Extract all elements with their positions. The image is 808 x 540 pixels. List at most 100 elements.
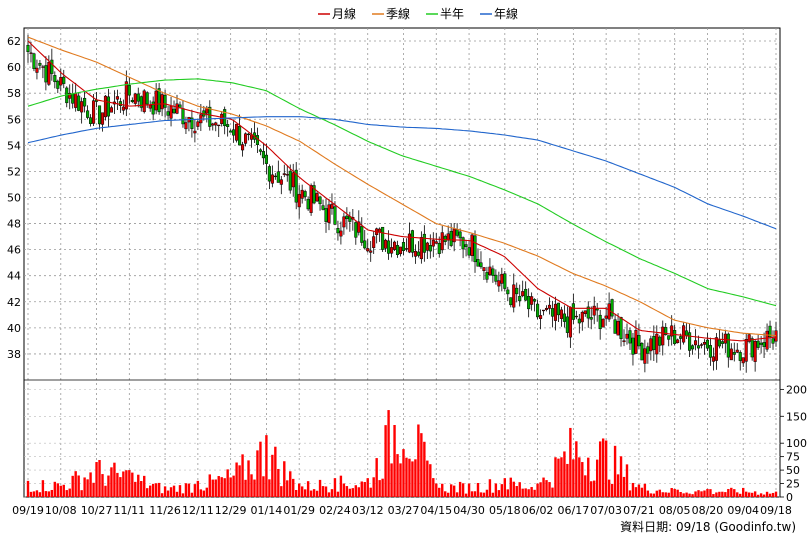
candle-body-226 [699, 344, 704, 346]
candle-body-202 [628, 330, 632, 344]
x-tick-22: 09/18 [760, 504, 792, 517]
volume-bar-128 [408, 458, 411, 497]
candle-body-185 [577, 318, 581, 324]
volume-bar-211 [655, 490, 658, 497]
volume-bar-38 [140, 481, 143, 497]
volume-bar-6 [44, 491, 48, 497]
price-tick-8: 54 [7, 139, 21, 152]
volume-bar-55 [190, 492, 194, 497]
ma-line-3 [27, 116, 777, 230]
volume-bar-62 [211, 479, 214, 497]
volume-bar-7 [47, 491, 51, 497]
candle-body-61 [208, 106, 212, 127]
candle-body-212 [658, 336, 662, 346]
candle-body-132 [419, 237, 423, 260]
volume-bar-226 [700, 491, 703, 497]
volume-bar-166 [521, 488, 524, 497]
volume-bar-25 [101, 474, 104, 497]
volume-bar-85 [280, 486, 283, 497]
volume-bar-19 [83, 477, 86, 497]
candle-body-188 [586, 306, 590, 319]
volume-bar-176 [551, 487, 554, 497]
candle-body-0 [26, 44, 30, 52]
volume-bar-59 [202, 490, 206, 497]
candle-body-215 [667, 335, 671, 340]
candle-body-24 [97, 105, 102, 125]
candle-body-162 [509, 297, 513, 306]
volume-bar-89 [292, 478, 295, 497]
candle-body-171 [536, 303, 540, 318]
volume-bar-174 [545, 480, 548, 497]
candle-body-151 [476, 259, 480, 267]
volume-bar-212 [658, 489, 661, 497]
candle-body-7 [47, 61, 51, 85]
candle-body-52 [181, 108, 185, 125]
candle-body-229 [708, 345, 712, 358]
x-axis: 09/19 10/08 10/27 11/11 11/26 12/11 12/29 01/14… [12, 504, 792, 517]
volume-bar-4 [38, 492, 42, 497]
candle-body-187 [583, 310, 587, 315]
price-panel: 38 40 42 44 46 48 50 52 54 56 58 60 62 [7, 27, 781, 498]
volume-bar-213 [661, 492, 664, 497]
candle-body-98 [318, 196, 322, 205]
candle-body-134 [425, 242, 429, 251]
candle-body-204 [634, 330, 638, 354]
volume-bar-153 [482, 492, 486, 497]
candle-body-37 [136, 93, 140, 102]
volume-bar-159 [500, 484, 504, 497]
candle-body-244 [753, 341, 757, 362]
candle-body-198 [616, 321, 620, 336]
volume-bar-65 [220, 477, 223, 497]
candle-body-72 [241, 144, 245, 151]
volume-bar-137 [435, 483, 438, 497]
candle-body-111 [357, 221, 361, 233]
volume-bar-104 [336, 491, 340, 497]
candle-body-83 [273, 175, 277, 178]
volume-bar-95 [309, 490, 313, 497]
candle-body-100 [324, 208, 328, 222]
volume-bar-48 [169, 487, 173, 497]
candle-body-49 [172, 108, 176, 114]
candle-body-201 [625, 333, 629, 339]
volume-bar-179 [560, 457, 563, 497]
volume-bar-214 [664, 492, 667, 497]
x-tick-14: 05/18 [489, 504, 521, 517]
x-tick-3: 11/11 [113, 504, 145, 517]
candle-body-136 [431, 239, 435, 247]
candle-body-95 [309, 185, 313, 213]
candle-body-209 [649, 338, 653, 352]
volume-bar-112 [360, 481, 363, 497]
volume-bar-5 [41, 480, 45, 497]
volume-bar-162 [509, 477, 512, 497]
volume-bar-206 [640, 487, 644, 497]
candle-body-170 [533, 299, 537, 302]
candle-body-55 [190, 117, 194, 129]
volume-bar-90 [295, 489, 298, 497]
candle-body-90 [294, 169, 298, 203]
volume-bar-122 [390, 463, 393, 497]
candle-body-150 [473, 235, 477, 263]
legend: 月線 季線 半年 年線 [318, 6, 518, 21]
candle-body-53 [184, 122, 188, 130]
volume-bar-132 [420, 433, 423, 497]
volume-bar-9 [53, 481, 57, 497]
candle-body-227 [702, 342, 707, 345]
volume-bar-160 [503, 478, 507, 497]
volume-bar-67 [226, 469, 229, 497]
candle-body-129 [410, 230, 414, 253]
candle-body-181 [565, 316, 569, 333]
candle-body-235 [726, 333, 730, 358]
candle-body-22 [92, 100, 96, 124]
volume-bar-218 [676, 489, 679, 497]
candle-body-1 [29, 52, 33, 54]
volume-bar-96 [312, 489, 316, 497]
candle-body-47 [166, 111, 170, 116]
volume-bar-139 [441, 483, 444, 497]
candle-body-11 [59, 77, 63, 86]
candle-body-232 [717, 339, 721, 347]
candle-body-106 [342, 216, 346, 228]
candle-body-161 [506, 289, 510, 295]
volume-bar-193 [601, 438, 605, 497]
volume-bar-43 [154, 483, 158, 497]
